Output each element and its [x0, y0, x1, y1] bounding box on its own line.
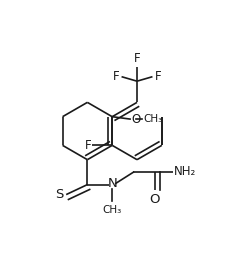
Text: S: S [55, 188, 64, 201]
Text: CH₃: CH₃ [103, 204, 122, 215]
Text: NH₂: NH₂ [174, 165, 196, 178]
Text: F: F [84, 139, 91, 152]
Text: F: F [134, 52, 140, 65]
Text: F: F [113, 70, 119, 83]
Text: O: O [149, 193, 160, 206]
Text: CH₃: CH₃ [143, 114, 163, 124]
Text: F: F [154, 70, 161, 83]
Text: N: N [107, 177, 117, 190]
Text: O: O [131, 113, 141, 126]
